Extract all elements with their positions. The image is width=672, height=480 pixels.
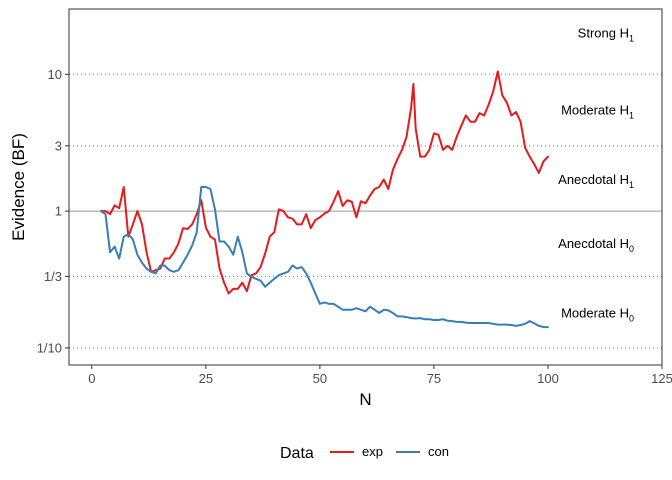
y-axis-title: Evidence (BF): [9, 133, 28, 241]
region-label-subscript: 1: [629, 34, 634, 44]
region-label-4: Moderate H0: [561, 305, 634, 323]
panel-border: [68, 8, 663, 366]
region-label-3: Anecdotal H0: [558, 236, 634, 254]
x-tick-label-5: 125: [651, 371, 672, 386]
legend-title: Data: [280, 445, 314, 462]
region-label-subscript: 1: [629, 180, 634, 190]
region-label-base: Moderate H: [561, 305, 629, 320]
grid-layer: [69, 73, 662, 349]
region-label-0: Strong H1: [578, 26, 634, 44]
region-label-subscript: 0: [629, 313, 634, 323]
legend-label-con: con: [428, 444, 449, 459]
legend: Data exp con: [280, 444, 449, 462]
region-label-base: Anecdotal H: [558, 172, 629, 187]
legend-label-exp: exp: [362, 444, 383, 459]
series-line-exp: [99, 70, 549, 295]
region-label-base: Anecdotal H: [558, 236, 629, 251]
region-label-2: Anecdotal H1: [558, 172, 634, 190]
region-label-base: Strong H: [578, 26, 629, 41]
y-tick-label-2: 1: [55, 204, 62, 219]
x-axis-title: N: [359, 390, 371, 409]
y-tick-label-1: 1/3: [44, 269, 62, 284]
x-tick-label-2: 50: [313, 371, 327, 386]
x-tick-label-1: 25: [199, 371, 213, 386]
region-label-subscript: 1: [629, 110, 634, 120]
y-tick-label-4: 10: [48, 67, 62, 82]
region-label-1: Moderate H1: [561, 102, 634, 120]
region-label-base: Moderate H: [561, 102, 629, 117]
y-tick-label-3: 3: [55, 138, 62, 153]
series-line-con: [99, 186, 549, 329]
x-tick-label-3: 75: [427, 371, 441, 386]
x-tick-label-4: 100: [537, 371, 559, 386]
y-tick-label-0: 1/10: [37, 340, 62, 355]
x-tick-label-0: 0: [88, 371, 95, 386]
region-label-subscript: 0: [629, 244, 634, 254]
series-layer: [99, 70, 549, 329]
